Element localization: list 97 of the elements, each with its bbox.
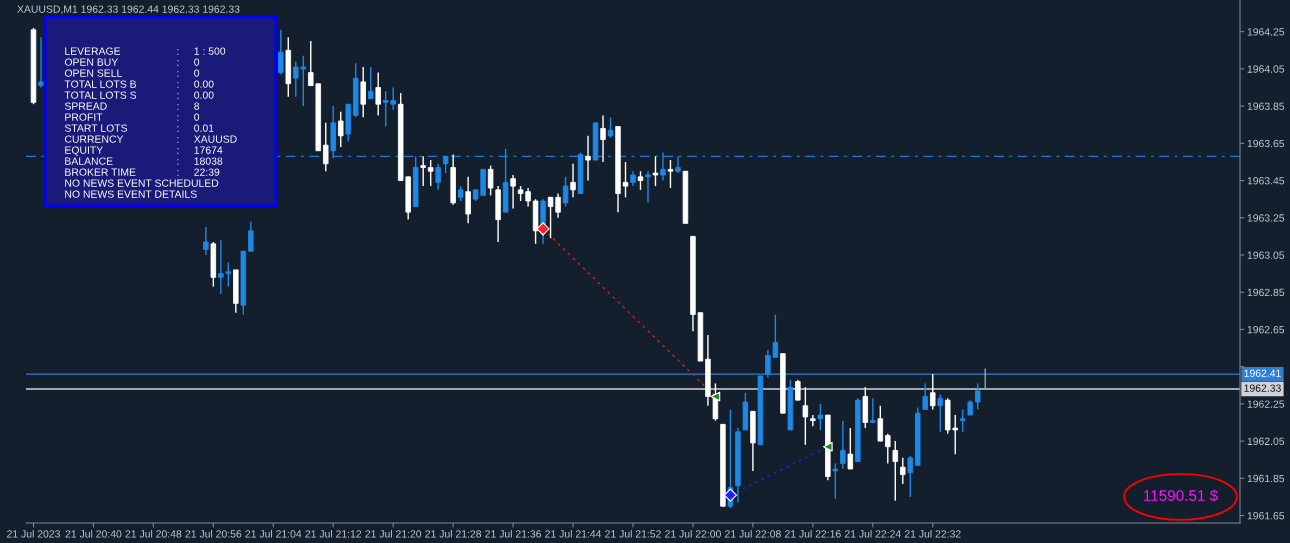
point [536, 222, 550, 236]
x-tick-label: 21 Jul 22:24 [844, 529, 901, 538]
candlestick [885, 432, 891, 465]
text: BROKER TIME : 22:39 [65, 168, 220, 176]
text: PROFIT : 0 [65, 113, 200, 121]
annotation: NO NEWS EVENT SCHEDULED [65, 179, 219, 187]
candlestick [360, 66, 366, 118]
candlestick [832, 462, 839, 500]
text: LEVERAGE : 1 : 500 [65, 47, 226, 55]
text: SPREAD : 8 [64, 102, 200, 110]
candlestick [900, 457, 906, 485]
x-tick-label: 21 Jul 20:48 [125, 529, 182, 538]
y-tick-label: 1962.25 [1247, 400, 1285, 408]
candlestick [937, 393, 943, 433]
x-tick-label: 21 Jul 21:20 [365, 529, 422, 538]
text: START LOTS : 0.01 [64, 124, 214, 132]
candlestick [487, 164, 494, 197]
candlestick [660, 151, 666, 182]
text: TOTAL LOTS S : 0.00 [64, 91, 214, 99]
candlestick [817, 403, 824, 431]
candlestick [982, 367, 988, 390]
candlestick [802, 386, 809, 446]
candlestick [427, 159, 434, 187]
text: TOTAL LOTS B : 0.00 [64, 80, 214, 88]
ref-line-label: 1962.41 [1244, 369, 1281, 377]
candlestick [570, 163, 576, 198]
y-tick-label: 1964.25 [1247, 28, 1285, 36]
x-tick-label: 21 Jul 21:52 [605, 529, 661, 538]
annotation: 11590.51 $ [1144, 489, 1218, 502]
y-tick-label: 1961.85 [1247, 474, 1285, 483]
candlestick [465, 176, 471, 225]
candlestick [870, 397, 876, 424]
x-tick-label: 21 Jul 22:16 [785, 529, 841, 538]
candlestick [922, 382, 928, 411]
candlestick [877, 405, 884, 442]
candlestick [248, 220, 254, 252]
candlestick [435, 163, 441, 191]
candlestick [892, 440, 899, 502]
x-tick-label: 21 Jul 20:56 [185, 529, 242, 538]
x-tick-label: 21 Jul 21:36 [485, 529, 542, 538]
annotation: NO NEWS EVENT DETAILS [65, 190, 197, 198]
candlestick [645, 170, 651, 204]
x-tick-label: 21 Jul 21:28 [425, 529, 482, 538]
candlestick [652, 155, 659, 187]
candlestick [278, 29, 284, 76]
x-tick-label: 21 Jul 21:44 [545, 529, 602, 538]
candlestick [562, 176, 569, 208]
x-tick-label: 21 Jul 21:04 [245, 529, 302, 538]
candlestick [907, 455, 914, 498]
x-tick-label: 21 Jul 22:00 [665, 529, 721, 538]
y-tick-label: 1962.05 [1247, 437, 1285, 445]
candlestick [637, 170, 644, 191]
candlestick [959, 408, 966, 433]
candlestick [38, 36, 44, 89]
text: OPEN SELL : 0 [64, 69, 200, 77]
y-tick-label: 1961.65 [1247, 512, 1285, 520]
y-tick-label: 1962.85 [1247, 288, 1285, 297]
point [823, 441, 833, 452]
candlestick [367, 66, 374, 100]
candlestick [323, 122, 329, 172]
y-tick-label: 1963.45 [1247, 177, 1285, 185]
y-tick-label: 1963.65 [1247, 139, 1285, 148]
candlestick [795, 378, 801, 401]
candlestick [974, 382, 981, 411]
candlestick [203, 226, 209, 256]
candlestick [375, 71, 381, 117]
point [723, 488, 738, 502]
ref-line-label: 1962.33 [1244, 384, 1281, 392]
text: EQUITY : 17674 [65, 146, 223, 156]
candlestick [847, 427, 854, 470]
candlestick [338, 110, 344, 148]
y-tick-label: 1963.25 [1247, 214, 1285, 222]
x-tick-label: 21 Jul 21:12 [305, 529, 362, 538]
candlestick [930, 373, 936, 411]
x-tick-label: 21 Jul 20:40 [65, 529, 122, 538]
x-tick-label: 21 Jul 22:08 [725, 529, 781, 538]
candlestick [667, 159, 674, 189]
chart-title: XAUUSD,M1 1962.33 1962.44 1962.33 1962.33 [17, 5, 240, 15]
candlestick [675, 155, 681, 174]
candlestick [607, 116, 614, 139]
text: OPEN BUY : 0 [64, 58, 200, 66]
x-tick-label: 21 Jul 2023 [7, 529, 60, 538]
candlestick [600, 114, 606, 163]
x-tick-label: 21 Jul 22:32 [904, 529, 961, 538]
text: CURRENCY : XAUUSD [64, 135, 237, 143]
point [710, 391, 721, 402]
y-tick-label: 1963.85 [1247, 102, 1285, 110]
y-tick-label: 1964.05 [1247, 65, 1285, 73]
candlestick [840, 419, 846, 470]
y-tick-label: 1962.65 [1247, 325, 1285, 334]
candlestick [420, 155, 426, 187]
candlestick [585, 135, 591, 182]
candlestick [510, 174, 516, 210]
candlestick [622, 161, 629, 198]
text: BALANCE : 18038 [65, 157, 223, 165]
y-tick-label: 1963.05 [1247, 251, 1285, 259]
candlestick [810, 414, 816, 427]
